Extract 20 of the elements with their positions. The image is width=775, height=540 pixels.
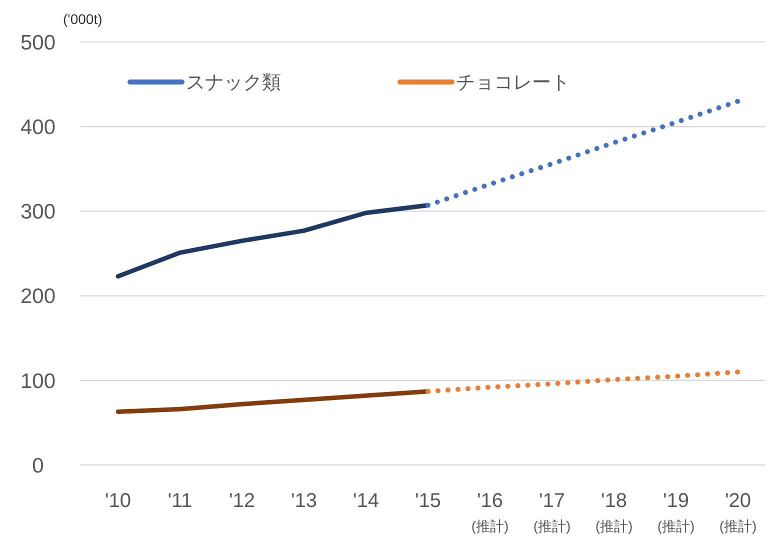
y-tick-label: 100 [20,370,56,393]
x-tick-label: '10 [104,490,132,512]
y-axis-title: ('000t) [63,11,102,27]
y-tick-label: 200 [20,285,56,308]
x-tick-label: '13 [290,490,318,512]
y-tick-label: 300 [20,200,56,224]
x-tick-label: '20 (推計) [719,490,757,534]
x-tick-label: '15 [414,490,442,512]
legend-label: スナック類 [186,72,281,94]
x-tick-label: '19 (推計) [657,490,695,534]
x-tick-label: '17 (推計) [533,490,571,534]
y-tick-label: 0 [32,454,44,478]
x-tick-label: '16 (推計) [471,490,509,534]
y-tick-label: 400 [20,116,56,139]
x-tick-label: '11 [168,490,192,512]
y-tick-label: 500 [20,31,56,54]
legend-label: チョコレート [456,72,570,94]
x-tick-label: '14 [352,490,380,512]
x-tick-label: '18 (推計) [595,490,633,534]
x-tick-label: '12 [228,490,256,512]
